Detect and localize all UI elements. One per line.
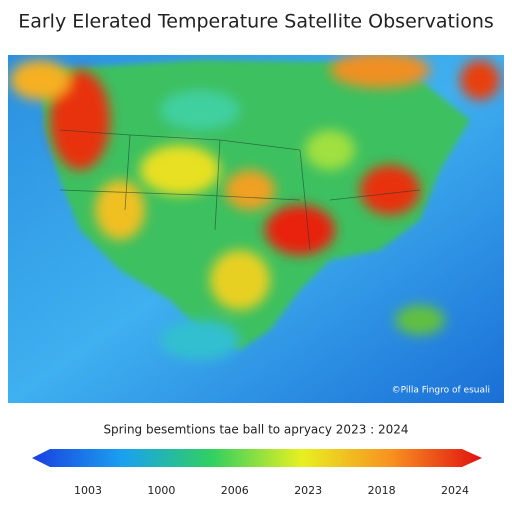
title: Early Elerated Temperature Satellite Obs… xyxy=(18,11,494,33)
colorbar-labels: 1003 1000 2006 2023 2018 2024 xyxy=(74,484,469,497)
map: ©Pilla Fingro of esuali xyxy=(8,55,504,403)
colorbar-label: 2006 xyxy=(221,484,249,497)
colorbar-label: 1003 xyxy=(74,484,102,497)
colorbar-label: 2018 xyxy=(368,484,396,497)
watermark: ©Pilla Fingro of esuali xyxy=(392,386,490,396)
colorbar-label: 2024 xyxy=(441,484,469,497)
colorbar-label: 1000 xyxy=(147,484,175,497)
colorbar-label: 2023 xyxy=(294,484,322,497)
caption: Spring besemtions tae ball to apryacy 20… xyxy=(103,423,408,437)
colorbar xyxy=(32,449,482,467)
